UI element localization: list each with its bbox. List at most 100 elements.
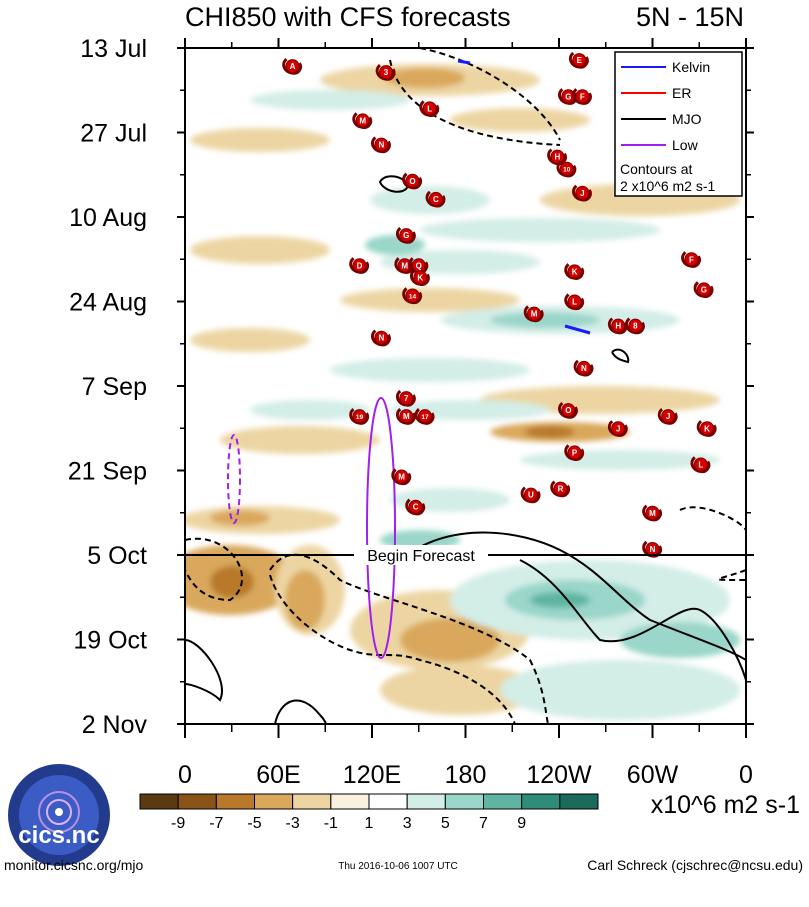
storm-swirl <box>607 420 628 437</box>
storm-marker: M <box>391 468 412 486</box>
storm-label: M <box>531 310 538 319</box>
forecast-start-label: Begin Forecast <box>367 548 475 565</box>
colorbar: -9 -7 -5 -3 -1 1 3 5 7 9 <box>139 793 599 832</box>
storm-label: D <box>357 261 363 270</box>
storm-label: C <box>433 195 439 204</box>
y-tick-label: 19 Oct <box>73 627 147 655</box>
storm-marker: 17 <box>414 408 435 425</box>
colorbar-units: x10^6 m2 s-1 <box>651 791 800 819</box>
storm-dot <box>374 330 389 345</box>
storm-label: 10 <box>563 167 571 174</box>
colorbar-label: -5 <box>247 815 261 832</box>
storm-label: 17 <box>421 414 429 421</box>
legend-label: MJO <box>672 111 702 127</box>
storm-label: G <box>701 285 707 294</box>
storm-marker: 10 <box>556 160 577 178</box>
storm-label: H <box>555 153 561 162</box>
storm-marker: M <box>523 305 544 323</box>
storm-marker: N <box>371 329 391 347</box>
storm-label: G <box>403 231 409 240</box>
storm-dot <box>684 252 699 267</box>
storm-swirl <box>625 317 645 335</box>
logo-center <box>55 808 63 816</box>
storm-marker: 3 <box>375 63 396 81</box>
storm-dot <box>417 409 432 424</box>
storm-label: G <box>565 92 571 101</box>
footer-timestamp: Thu 2016-10-06 1007 UTC <box>338 861 458 872</box>
storm-dot <box>553 481 568 496</box>
storm-label: C <box>413 503 419 512</box>
storm-marker: G <box>395 226 416 244</box>
storm-swirl <box>520 486 541 504</box>
storm-swirl <box>395 408 416 425</box>
x-axis: 0 60E 120E 180 120W 60W 0 <box>178 38 753 789</box>
chart-title: CHI850 with CFS forecasts <box>185 2 511 32</box>
logo-text: cics.nc <box>18 822 99 849</box>
storm-marker: O <box>558 401 578 419</box>
storm-swirl <box>558 401 578 419</box>
storm-label: M <box>403 412 410 421</box>
colorbar-bin <box>215 793 255 810</box>
colorbar-label: 7 <box>479 815 488 832</box>
storm-dot <box>352 258 367 273</box>
storm-label: N <box>650 545 656 554</box>
storm-dot <box>567 264 582 279</box>
footer-author: Carl Schreck (cjschrec@ncsu.edu) <box>587 857 803 873</box>
storm-marker: C <box>405 498 426 516</box>
storm-label: K <box>704 424 710 433</box>
storm-label: K <box>417 273 423 282</box>
storm-dot <box>572 53 587 68</box>
colorbar-label: -9 <box>171 815 185 832</box>
storm-dot <box>428 191 443 206</box>
storm-swirl <box>414 408 435 425</box>
y-tick-label: 5 Oct <box>87 542 147 570</box>
storm-dot <box>523 487 538 502</box>
x-tick-label: 120W <box>526 761 592 789</box>
x-tick-label: 60E <box>256 761 300 789</box>
storm-label: L <box>698 460 703 469</box>
storm-label: U <box>528 491 534 500</box>
storm-dot <box>645 505 660 520</box>
colorbar-bin <box>292 793 332 810</box>
storm-label: 3 <box>384 68 389 77</box>
storm-label: O <box>565 406 571 415</box>
storm-marker: U <box>520 486 541 504</box>
storm-swirl <box>657 408 678 425</box>
storm-marker: K <box>564 263 585 280</box>
storm-label: Q <box>416 261 422 270</box>
storm-swirl <box>425 190 446 208</box>
storm-dot <box>696 282 711 297</box>
colorbar-bin <box>368 793 408 810</box>
storm-label: O <box>409 177 415 186</box>
storm-label: N <box>378 141 384 150</box>
storm-swirl <box>564 293 585 311</box>
storm-label: F <box>580 92 585 101</box>
x-tick-label: 0 <box>739 761 753 789</box>
storm-dot <box>405 288 420 303</box>
storm-label: A <box>290 62 296 71</box>
legend-box <box>614 51 743 197</box>
colorbar-bin <box>177 793 217 810</box>
storm-dot <box>527 306 542 321</box>
storm-label: 7 <box>404 394 409 403</box>
storm-dot <box>408 499 423 514</box>
storm-dot <box>399 409 414 424</box>
storm-swirl <box>573 359 594 377</box>
storm-label: H <box>615 322 621 331</box>
y-tick-label: 2 Nov <box>82 711 148 739</box>
storm-dot <box>422 101 437 116</box>
storm-dot <box>352 409 367 424</box>
storm-dot <box>561 403 576 418</box>
chart-region: 5N - 15N <box>636 2 744 32</box>
forecast-label-background <box>354 545 488 565</box>
footer-url[interactable]: monitor.cicsnc.org/mjo <box>4 857 143 873</box>
storm-dot <box>575 185 590 200</box>
storm-dot <box>399 391 414 406</box>
storm-dot <box>567 445 582 460</box>
storm-dot <box>285 59 300 74</box>
storm-marker: K <box>696 420 717 437</box>
storm-marker: 14 <box>402 287 423 305</box>
storm-label: M <box>359 116 366 125</box>
